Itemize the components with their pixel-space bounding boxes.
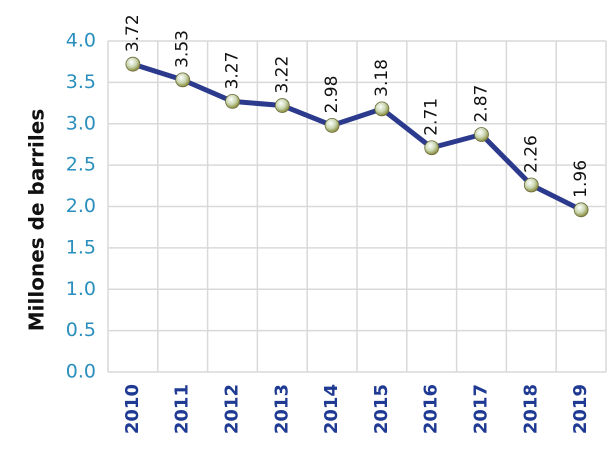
x-tick-label: 2019 [570,384,591,434]
x-tick-label: 2015 [371,384,392,434]
data-label: 3.53 [173,30,193,68]
data-label: 1.96 [571,160,591,198]
y-tick-label: 1.5 [66,236,96,258]
data-label: 3.22 [272,56,292,94]
marker [374,101,390,117]
line [132,61,583,213]
data-label: 3.18 [372,59,392,97]
y-tick-label: 2.0 [66,195,96,217]
marker [125,56,141,72]
y-tick-label: 1.0 [66,278,96,300]
x-tick-label: 2016 [421,384,442,434]
y-tick-label: 0.5 [66,319,96,341]
x-tick-label: 2014 [321,384,342,434]
y-axis-label: Millones de barriles [25,109,49,331]
marker [523,177,539,193]
y-tick-label: 4.0 [66,30,96,52]
y-tick-label: 0.0 [66,361,96,383]
y-tick-label: 3.5 [66,71,96,93]
data-label: 2.98 [322,76,342,114]
data-label: 3.72 [123,14,143,52]
marker [424,140,440,156]
y-tick-label: 3.0 [66,112,96,134]
marker [573,202,589,218]
y-tick-label: 2.5 [66,154,96,176]
marker [324,118,340,133]
x-tick-label: 2018 [520,384,541,434]
data-label: 3.27 [223,52,243,90]
x-tick-label: 2011 [172,384,193,434]
marker [225,94,240,109]
x-tick-label: 2017 [471,384,492,434]
marker [474,127,489,142]
x-tick-label: 2010 [122,384,143,434]
data-label: 2.87 [472,85,492,123]
marker [274,98,290,113]
x-tick-label: 2013 [271,384,292,434]
data-label: 2.26 [521,135,541,173]
x-tick-label: 2012 [222,384,243,434]
marker [175,72,191,88]
data-label: 2.71 [422,98,442,136]
